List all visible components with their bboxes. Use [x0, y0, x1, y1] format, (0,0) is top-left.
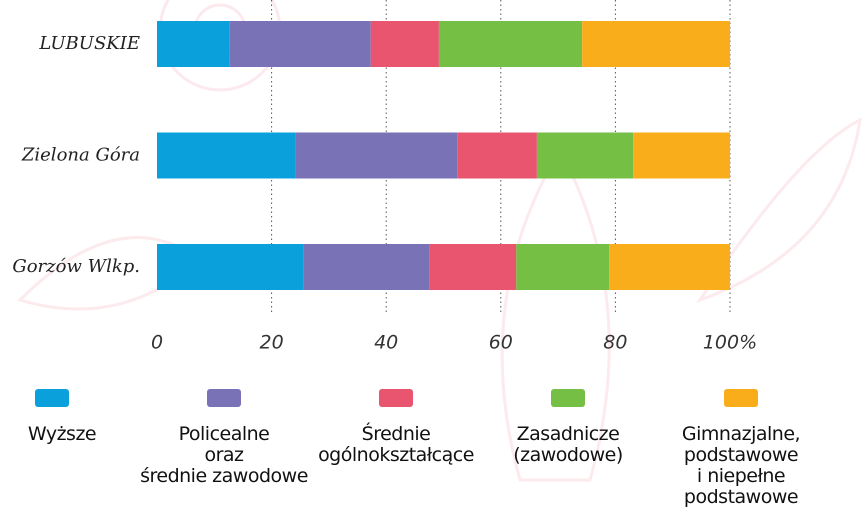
x-tick-label: 80 [603, 332, 627, 354]
legend-swatch [207, 389, 241, 407]
legend-label: Zasadnicze (zawodowe) [473, 424, 663, 466]
bar-segment [295, 133, 457, 179]
x-tick-label: 40 [374, 332, 398, 354]
bar-segment [609, 244, 730, 290]
legend-swatch [724, 389, 758, 407]
bar-segment [157, 244, 303, 290]
bar-segment [157, 133, 295, 179]
x-tick-label: 0 [151, 332, 163, 354]
bar-segment [516, 244, 609, 290]
x-tick-label: 60 [489, 332, 513, 354]
background-decoration [20, 0, 860, 480]
bar-segment [537, 133, 633, 179]
bar-segment [157, 21, 230, 67]
bar-segment [430, 244, 517, 290]
legend-swatch [35, 389, 69, 407]
bar-segment [582, 21, 730, 67]
bar-segment [633, 133, 730, 179]
bar-segment [439, 21, 582, 67]
category-label: Zielona Góra [21, 145, 140, 166]
page: {"chart_data": {"type": "stacked-bar", "… [0, 0, 868, 498]
bar-segment [303, 244, 430, 290]
category-label: LUBUSKIE [38, 33, 140, 54]
legend-swatch [551, 389, 585, 407]
legend-swatch [379, 389, 413, 407]
legend-label: Średnie ogólnokształcące [301, 424, 491, 466]
legend-label: Gimnazjalne, podstawowe i niepełne podst… [646, 424, 836, 508]
x-tick-label: 20 [260, 332, 284, 354]
bar-segment [457, 133, 537, 179]
bar-segment [371, 21, 439, 67]
x-tick-label: 100% [703, 332, 757, 354]
category-label: Gorzów Wlkp. [12, 256, 140, 277]
bar-segment [230, 21, 371, 67]
legend-label: Policealne oraz średnie zawodowe [129, 424, 319, 487]
